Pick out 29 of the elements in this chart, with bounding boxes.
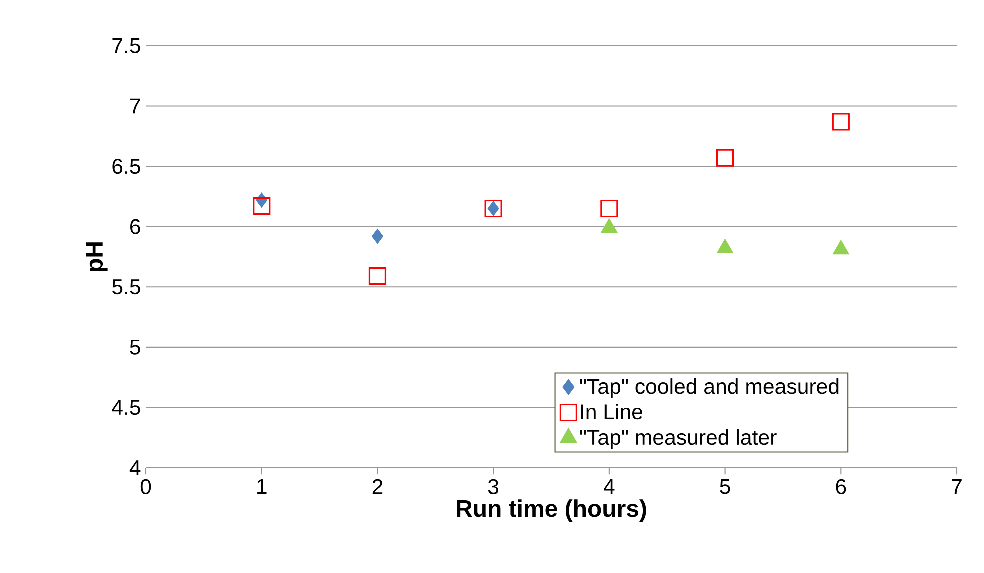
point: [368, 267, 387, 286]
x-axis-title: Run time (hours): [457, 500, 646, 522]
point: [716, 149, 734, 167]
x-tick-label: 0: [140, 479, 152, 494]
y-tick-label: 7.5: [112, 38, 140, 54]
y-tick-label: 6: [130, 219, 140, 234]
point: [253, 198, 271, 216]
x-tick-label: 7: [952, 479, 962, 494]
y-tick-label: 6.5: [112, 159, 140, 174]
legend-label: "Tap" cooled and measured: [580, 378, 839, 398]
x-tick-label: 4: [604, 479, 615, 494]
x-tick-label: 5: [720, 479, 730, 494]
y-tick-label: 5: [130, 340, 140, 355]
x-tick-label: 6: [836, 479, 846, 494]
x-tick-label: 1: [258, 479, 267, 494]
x-tick-label: 2: [372, 479, 383, 494]
legend-label: "Tap" measured later: [580, 429, 777, 450]
point: [488, 201, 500, 216]
point: [484, 200, 502, 218]
point: [372, 228, 384, 244]
y-tick-label: 4.5: [112, 400, 140, 416]
x-tick-label: 3: [488, 479, 499, 494]
y-tick-label: 5.5: [112, 280, 140, 295]
y-tick-label: 4: [130, 460, 141, 476]
point: [600, 200, 618, 218]
y-tick-label: 7: [130, 98, 140, 114]
point: [832, 113, 850, 131]
y-axis-title: pH: [86, 242, 108, 272]
legend-label: In Line: [581, 404, 643, 420]
